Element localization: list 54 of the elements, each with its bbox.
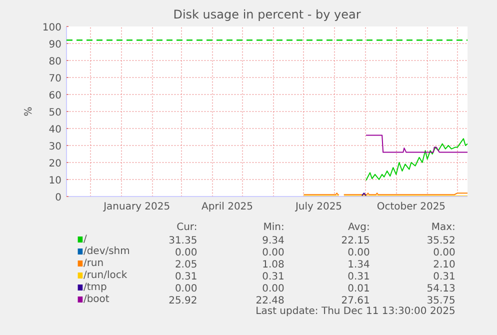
text: Max: bbox=[431, 222, 456, 233]
legend-label: /run/lock bbox=[83, 270, 128, 281]
text: 35.75 bbox=[426, 296, 456, 306]
text: 0.00 bbox=[174, 248, 198, 258]
legend-label: /dev/shm bbox=[83, 246, 130, 257]
legend-label: /run bbox=[83, 258, 104, 269]
y-tick-label: 90 bbox=[48, 40, 62, 50]
text: 0.31 bbox=[262, 272, 284, 282]
y-tick-label: 40 bbox=[48, 124, 62, 136]
text: 0.00 bbox=[174, 284, 198, 294]
text: 25.92 bbox=[168, 296, 198, 306]
y-tick-label: 0 bbox=[55, 192, 62, 204]
y-tick-label: 100 bbox=[42, 22, 62, 34]
y-tick-label: 70 bbox=[48, 74, 62, 84]
x-tick-label: October 2025 bbox=[376, 202, 446, 212]
x-tick-label: April 2025 bbox=[202, 202, 254, 212]
text: 0.31 bbox=[174, 272, 198, 282]
text: Cur: bbox=[176, 222, 198, 233]
y-tick-label: 60 bbox=[48, 90, 62, 102]
text: 0.31 bbox=[433, 272, 456, 282]
text: Avg: bbox=[348, 222, 370, 233]
legend-label: /boot bbox=[83, 294, 110, 305]
text: 1.08 bbox=[262, 260, 284, 270]
y-tick-label: 10 bbox=[48, 176, 62, 186]
text: 0.01 bbox=[348, 284, 370, 294]
text: 22.48 bbox=[256, 296, 284, 306]
chart-title: Disk usage in percent - by year bbox=[173, 8, 361, 22]
x-tick-label: July 2025 bbox=[294, 202, 342, 212]
text: 9.34 bbox=[262, 236, 284, 246]
text: 0.31 bbox=[348, 272, 370, 282]
text: Min: bbox=[263, 222, 284, 233]
text: 35.52 bbox=[426, 236, 456, 246]
text: 0.00 bbox=[433, 248, 456, 258]
text: 0.00 bbox=[348, 248, 370, 258]
y-axis-title: % bbox=[23, 106, 34, 116]
text: 2.10 bbox=[433, 260, 456, 270]
y-tick-label: 80 bbox=[48, 56, 62, 68]
legend-label: /tmp bbox=[83, 282, 107, 293]
text: 1.34 bbox=[348, 260, 370, 270]
text: 2.05 bbox=[174, 260, 198, 270]
text: 0.00 bbox=[262, 284, 284, 294]
y-tick-label: 50 bbox=[48, 108, 62, 118]
x-tick-label: January 2025 bbox=[102, 202, 170, 212]
text: 0.00 bbox=[262, 248, 284, 258]
text: Last update: Thu Dec 11 13:30:00 2025 bbox=[256, 306, 456, 317]
text: 27.61 bbox=[341, 296, 370, 306]
line-series bbox=[365, 138, 468, 181]
text: 54.13 bbox=[426, 284, 456, 294]
y-tick-label: 20 bbox=[48, 158, 62, 170]
y-tick-label: 30 bbox=[48, 142, 62, 152]
text: 22.15 bbox=[341, 236, 370, 246]
line-series bbox=[365, 134, 468, 153]
text: 31.35 bbox=[168, 236, 198, 246]
legend-label: / bbox=[83, 234, 88, 245]
